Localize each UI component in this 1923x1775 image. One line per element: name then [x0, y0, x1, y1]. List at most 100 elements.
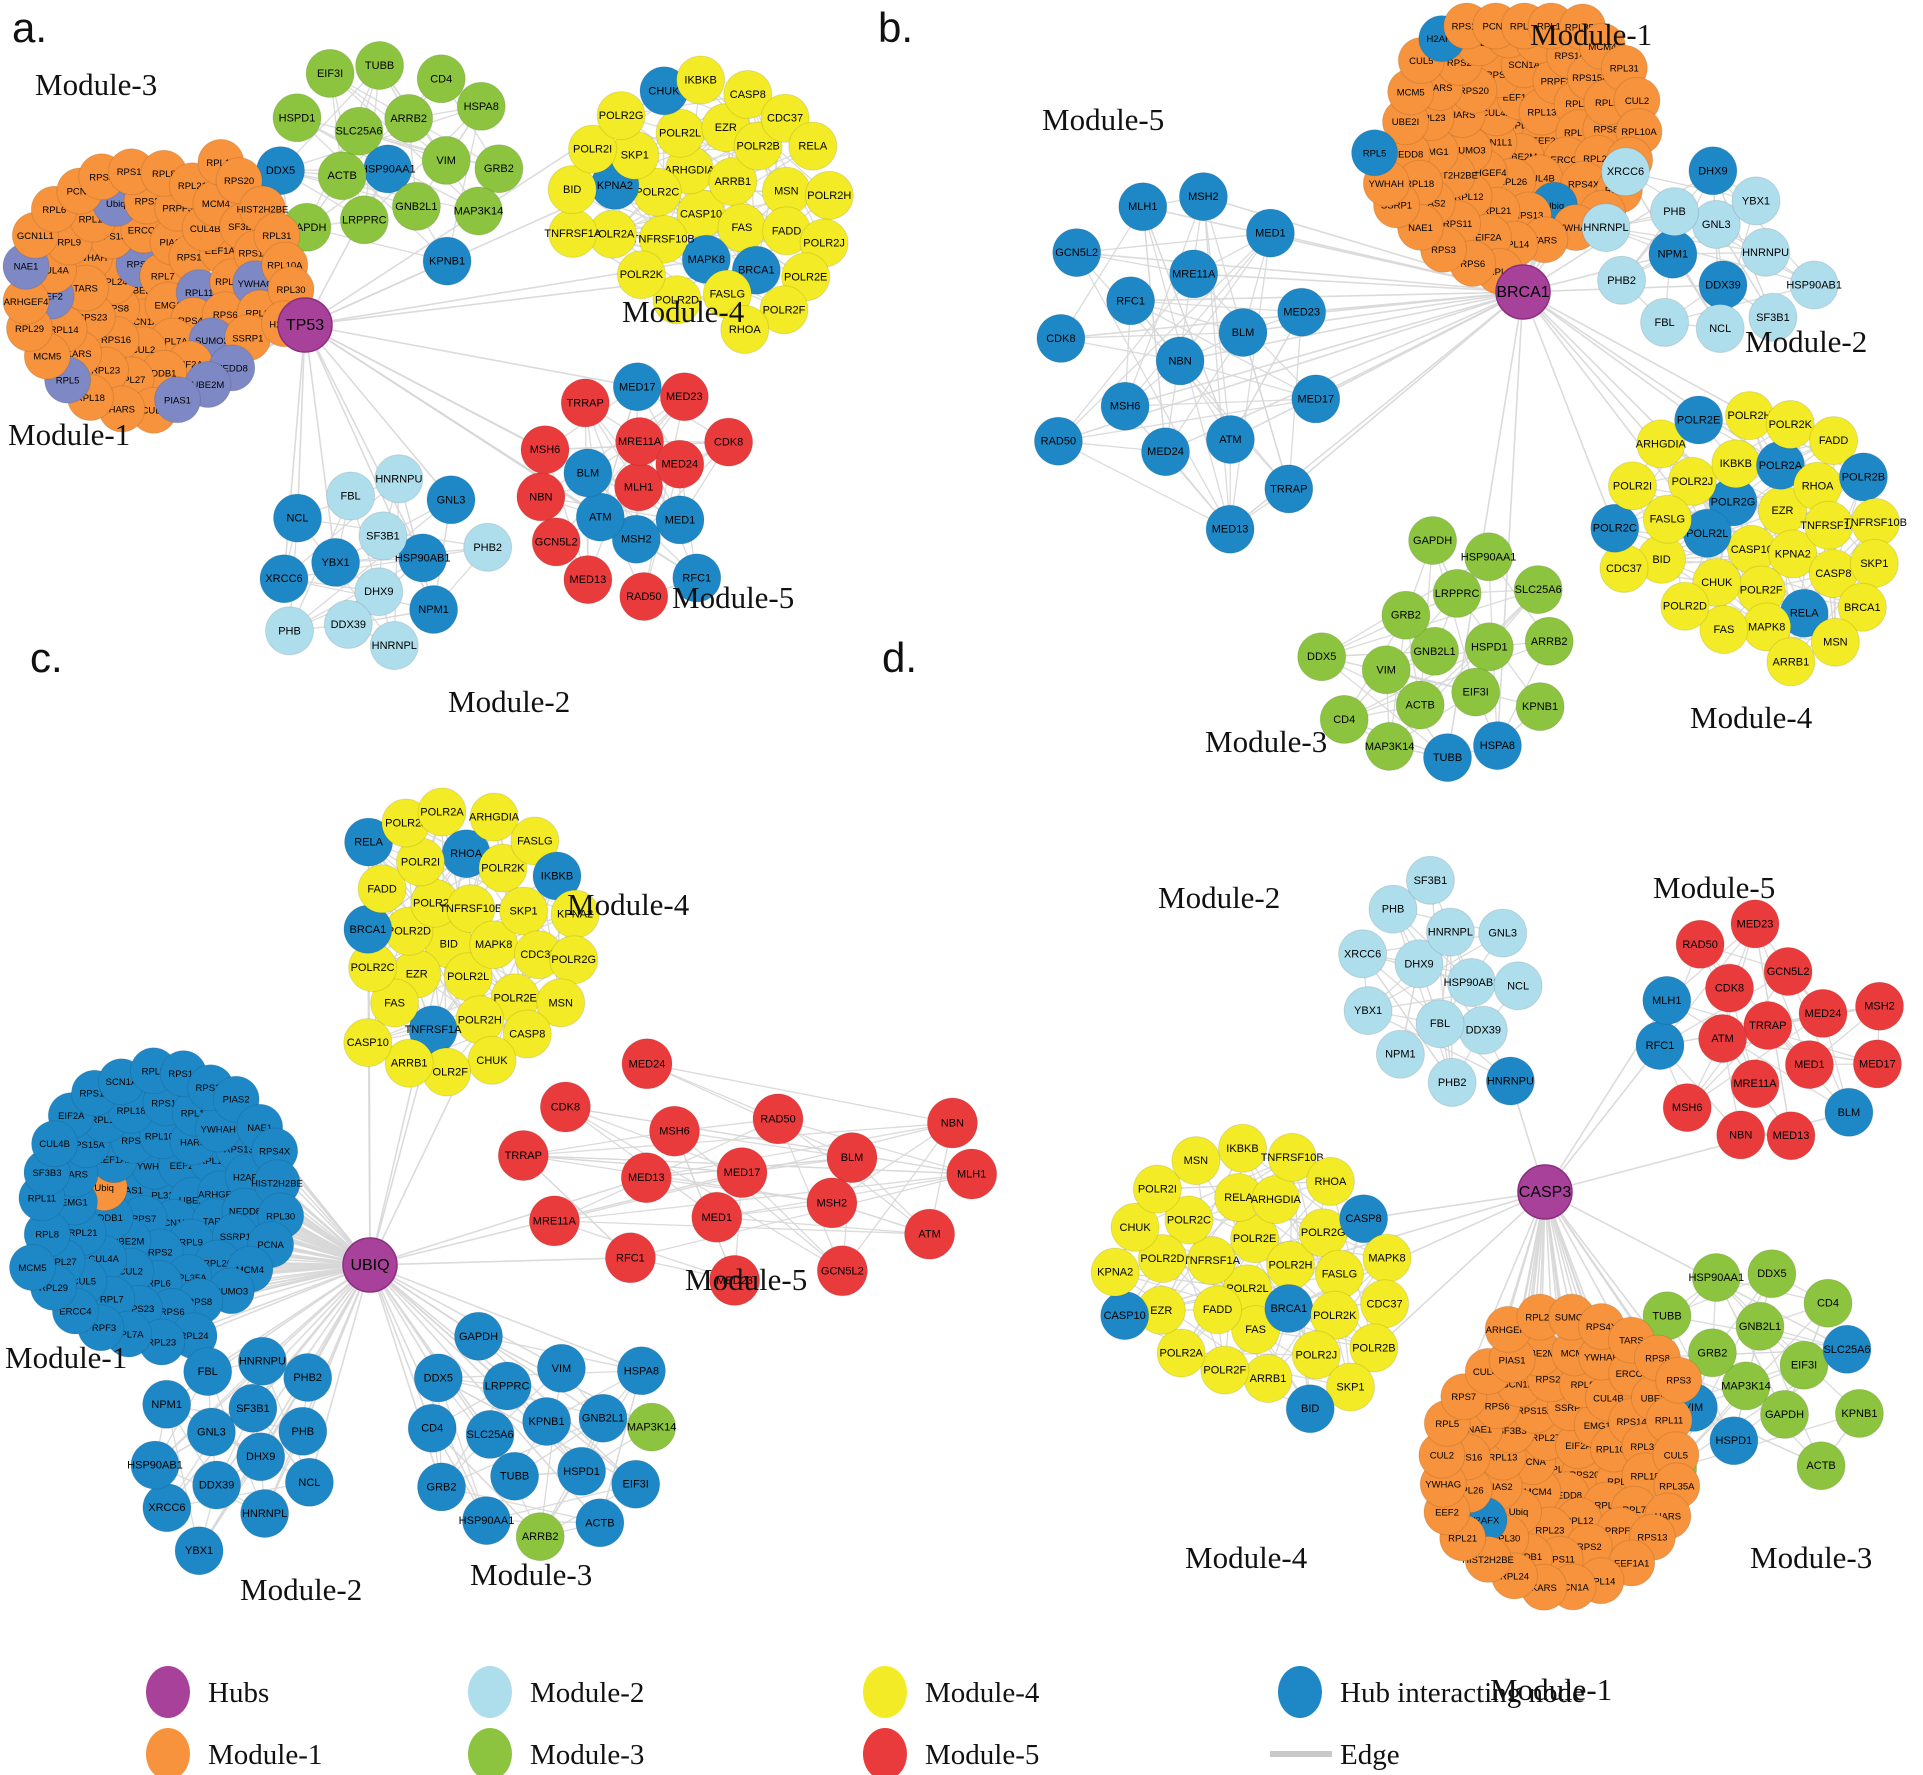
node-HNRNPL[interactable]: [1425, 907, 1475, 957]
node-GCN5L2[interactable]: [1763, 947, 1813, 996]
node-FAS[interactable]: [370, 978, 420, 1028]
node-GNB2L1[interactable]: [1410, 626, 1460, 676]
node-ARRB2[interactable]: [1524, 616, 1574, 666]
node-MRE11A[interactable]: [615, 417, 665, 466]
node-HSPA8[interactable]: [616, 1346, 666, 1396]
node-FADD[interactable]: [1809, 416, 1859, 466]
node-MLH1[interactable]: [946, 1148, 998, 1200]
node-RFC1[interactable]: [1106, 276, 1156, 326]
node-GNB2L1[interactable]: [578, 1393, 628, 1443]
node-GNB2L1[interactable]: [1735, 1301, 1785, 1351]
hub-node-UBIQ[interactable]: [342, 1237, 398, 1293]
node-CDK8[interactable]: [1036, 313, 1086, 363]
node-MED24[interactable]: [1141, 427, 1190, 477]
node-MLH1[interactable]: [1642, 975, 1692, 1025]
node-NPM1[interactable]: [142, 1379, 192, 1429]
node-POLR2I[interactable]: [1608, 461, 1657, 511]
node-BLM[interactable]: [826, 1132, 878, 1184]
node-KPNA2[interactable]: [1768, 529, 1818, 579]
node-POLR2F[interactable]: [759, 285, 809, 335]
node-ARRB2[interactable]: [515, 1512, 565, 1562]
node-POLR2D[interactable]: [1137, 1234, 1187, 1283]
node-HSPD1[interactable]: [557, 1446, 607, 1496]
node-SKP1[interactable]: [499, 886, 549, 936]
node-MED1[interactable]: [1784, 1040, 1834, 1090]
node-MED23[interactable]: [1730, 899, 1780, 949]
node-HNRNPL[interactable]: [1581, 203, 1631, 253]
node-POLR2H[interactable]: [804, 170, 854, 220]
node-YBX1[interactable]: [311, 537, 361, 587]
node-HNRNPL[interactable]: [369, 621, 419, 670]
node-MSN[interactable]: [1171, 1136, 1221, 1186]
node-HSP90AA1[interactable]: [462, 1496, 511, 1546]
node-MSH6[interactable]: [649, 1105, 700, 1157]
node-FADD[interactable]: [357, 864, 407, 914]
node-ACTB[interactable]: [317, 151, 367, 201]
node-GCN5L2[interactable]: [1052, 228, 1102, 278]
node-POLR2K[interactable]: [478, 843, 528, 893]
node-ARHGDIA[interactable]: [1636, 419, 1686, 469]
node-CASP8[interactable]: [502, 1009, 552, 1059]
node-FASLG[interactable]: [1642, 494, 1692, 544]
node-ACTB[interactable]: [1395, 680, 1445, 730]
node-RAD50[interactable]: [1033, 416, 1083, 466]
node-POLR2A[interactable]: [1156, 1328, 1206, 1378]
node-TNFRSF1A[interactable]: [1187, 1236, 1236, 1285]
node-GRB2[interactable]: [474, 144, 524, 194]
node-CASP10[interactable]: [343, 1018, 393, 1068]
node-SF3B1[interactable]: [228, 1383, 278, 1433]
node-ACTB[interactable]: [575, 1498, 625, 1548]
node-TNFRSF10B[interactable]: [446, 884, 496, 934]
node-MAP3K14[interactable]: [1365, 721, 1415, 771]
node-POLR2E[interactable]: [1674, 395, 1724, 445]
node-SF3B1[interactable]: [1748, 292, 1798, 342]
node-MED17[interactable]: [1852, 1039, 1902, 1089]
node-MLH1[interactable]: [1118, 182, 1168, 232]
node-KPNB1[interactable]: [522, 1397, 572, 1446]
node-FAS[interactable]: [1699, 605, 1749, 654]
node-IKBKB[interactable]: [676, 55, 726, 105]
node-MSH6[interactable]: [520, 425, 570, 475]
node-GRB2[interactable]: [417, 1462, 466, 1512]
node-CD4[interactable]: [416, 54, 466, 104]
node-PHB[interactable]: [278, 1406, 328, 1456]
node-POLR2J[interactable]: [1291, 1330, 1341, 1380]
node-POLR2F[interactable]: [1200, 1345, 1250, 1395]
node-HSP90AB1[interactable]: [130, 1440, 180, 1490]
node-PHB[interactable]: [1368, 884, 1418, 934]
node-KPNB1[interactable]: [422, 236, 472, 286]
node-ARHGDIA[interactable]: [469, 792, 519, 842]
node-SLC25A6[interactable]: [465, 1409, 515, 1459]
node-DHX9[interactable]: [354, 567, 404, 617]
node-KPNA2[interactable]: [1090, 1247, 1140, 1297]
node-SF3B1[interactable]: [358, 511, 408, 561]
node-MRE11A[interactable]: [1169, 249, 1219, 299]
node-SLC25A6[interactable]: [1513, 565, 1563, 615]
node-MED13[interactable]: [620, 1152, 672, 1204]
node-RPL5[interactable]: [1351, 129, 1399, 177]
node-VIM[interactable]: [421, 135, 471, 185]
node-POLR2G[interactable]: [596, 91, 646, 141]
node-YBX1[interactable]: [1343, 986, 1393, 1036]
node-RAD50[interactable]: [1675, 919, 1725, 969]
node-TUBB[interactable]: [355, 41, 405, 90]
node-GCN5L2[interactable]: [531, 517, 581, 567]
node-PHB[interactable]: [1650, 187, 1699, 237]
node-DDX39[interactable]: [192, 1460, 242, 1510]
node-POLR2D[interactable]: [1660, 581, 1710, 631]
node-MAP3K14[interactable]: [454, 186, 503, 236]
node-YBX1[interactable]: [1731, 176, 1781, 226]
node-MED23[interactable]: [709, 1254, 761, 1306]
node-NBN[interactable]: [926, 1097, 978, 1149]
node-YBX1[interactable]: [174, 1526, 224, 1576]
node-PHB2[interactable]: [1427, 1057, 1477, 1107]
node-RAD50[interactable]: [619, 572, 669, 621]
node-FBL[interactable]: [1415, 999, 1465, 1049]
node-SLC25A6[interactable]: [1822, 1324, 1872, 1374]
node-HSPA8[interactable]: [456, 81, 506, 131]
node-CASP8[interactable]: [723, 70, 773, 119]
node-TRRAP[interactable]: [1264, 464, 1314, 514]
node-KPNB1[interactable]: [1834, 1388, 1884, 1438]
node-RAD50[interactable]: [752, 1093, 804, 1145]
node-MED23[interactable]: [1277, 287, 1327, 337]
